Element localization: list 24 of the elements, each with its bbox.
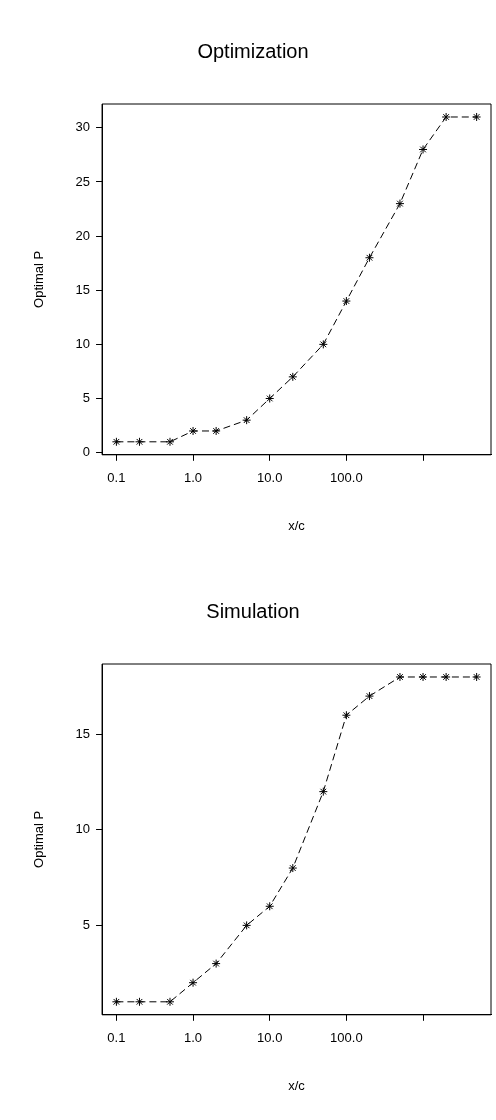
y-tick-label: 20 [75,227,91,243]
y-tick-label: 10 [75,335,91,351]
x-tick-label: 0.1 [107,1030,126,1046]
x-tick-label: 1.0 [184,1030,203,1046]
x-axis-title: x/c [288,517,306,533]
y-tick-label: 5 [82,916,91,932]
y-axis-title: Optimal P [31,250,47,308]
y-tick-label: 25 [75,173,91,189]
x-axis-title: x/c [288,1077,306,1093]
y-tick-label: 0 [82,444,91,460]
x-tick-label: 100.0 [330,1030,363,1046]
chart-title: Simulation [206,599,300,622]
chart-title: Optimization [197,39,309,62]
y-tick-label: 30 [75,119,91,135]
x-tick-label: 100.0 [330,470,363,486]
x-tick-label: 0.1 [107,470,126,486]
x-tick-label: 10.0 [257,1030,283,1046]
x-tick-label: 1.0 [184,470,203,486]
x-tick-label: 10.0 [257,470,283,486]
y-tick-label: 5 [82,390,91,406]
y-axis-title: Optimal P [31,810,47,868]
y-tick-label: 10 [75,821,91,837]
y-tick-label: 15 [75,281,91,297]
y-tick-label: 15 [75,725,91,741]
